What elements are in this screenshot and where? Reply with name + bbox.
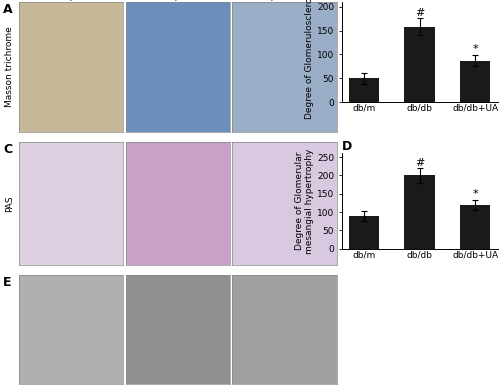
Bar (460, 61, 490, 102)
Title: db/db+UA: db/db+UA (260, 0, 310, 2)
Text: D: D (342, 141, 352, 153)
Y-axis label: Degree of Glomerulosclerosis: Degree of Glomerulosclerosis (305, 0, 314, 119)
Bar (460, 205, 490, 249)
Title: db/m: db/m (58, 0, 84, 2)
Text: *: * (472, 189, 478, 199)
Bar (349, 78, 380, 102)
Text: #: # (415, 8, 424, 18)
Text: B: B (342, 0, 351, 2)
Text: Masson trichrome: Masson trichrome (5, 27, 14, 107)
Title: db/db: db/db (164, 0, 192, 2)
Bar (404, 27, 435, 102)
Text: *: * (472, 44, 478, 54)
Text: PAS: PAS (5, 195, 14, 212)
Text: E: E (3, 276, 12, 289)
Text: C: C (3, 143, 13, 156)
Bar (404, 175, 435, 249)
Text: A: A (3, 3, 13, 16)
Y-axis label: Degree of Glomerular
mesangial hypertrophy: Degree of Glomerular mesangial hypertrop… (295, 149, 314, 254)
Text: #: # (415, 158, 424, 168)
Bar (349, 216, 380, 249)
